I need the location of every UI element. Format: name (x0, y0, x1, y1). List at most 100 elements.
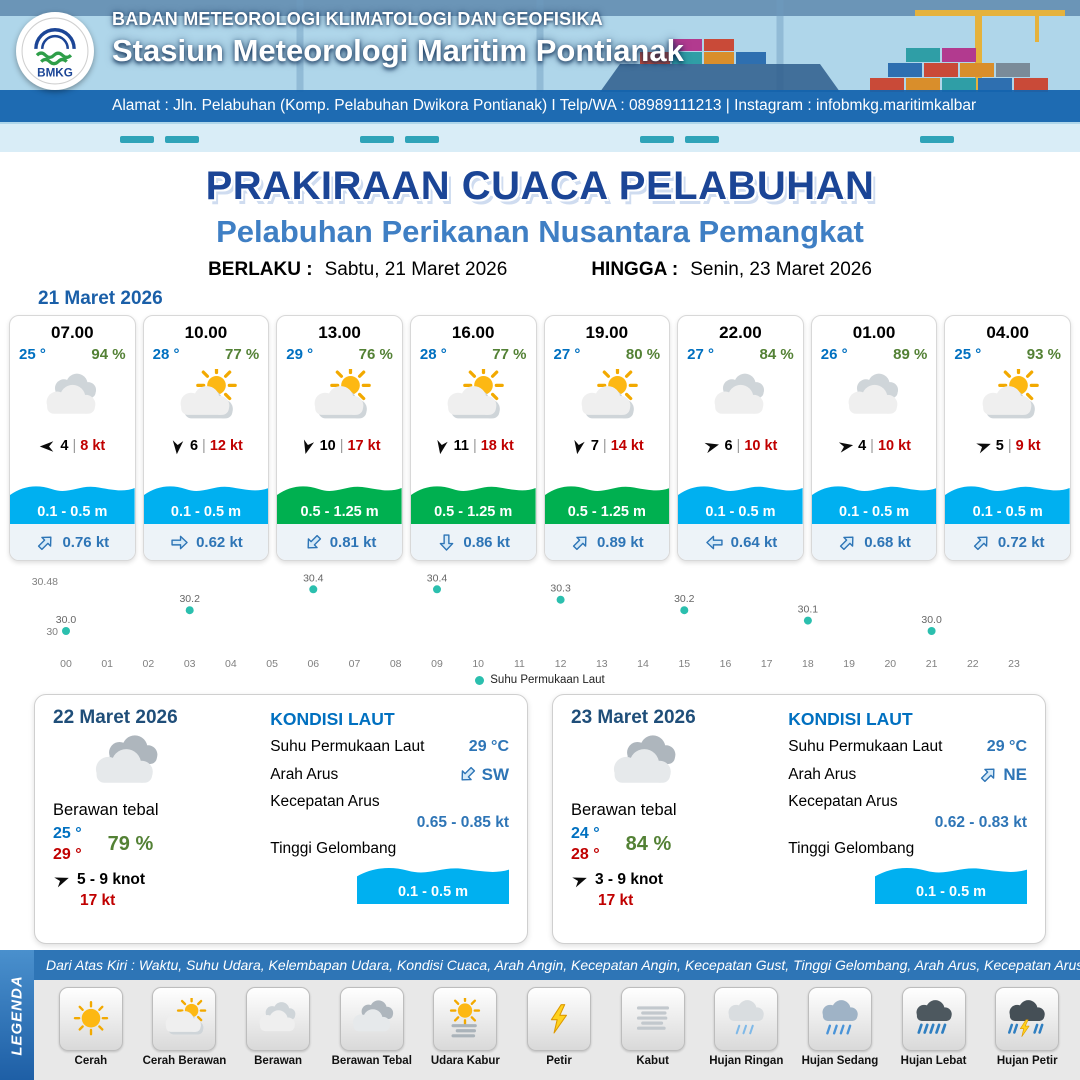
daily-summary-card: 22 Maret 2026 Berawan tebal 25 ° 29 ° 79 % 5 … (34, 694, 528, 944)
wave-height: 0.5 - 1.25 m (434, 504, 513, 520)
weather-icon-cerah-berawan (277, 363, 402, 431)
legend-item: Hujan Lebat (887, 987, 981, 1067)
svg-text:30.3: 30.3 (550, 583, 571, 595)
wave-height: 0.5 - 1.25 m (567, 504, 646, 520)
current-direction-arrow-icon (452, 760, 482, 790)
wind-info: 3 - 9 knot (571, 871, 776, 889)
wind-gust: 17 kt (80, 892, 116, 909)
svg-text:19: 19 (843, 658, 855, 670)
legend-icon-kabut (620, 987, 685, 1051)
humidity: 77 % (492, 346, 527, 363)
svg-text:30.1: 30.1 (798, 604, 819, 616)
wind-speed: 6 (724, 438, 733, 454)
temp-humidity-block: 24 ° 28 ° 84 % (571, 825, 776, 864)
separator: | (736, 438, 741, 454)
svg-text:22: 22 (967, 658, 979, 670)
svg-text:01: 01 (101, 658, 113, 670)
current-direction-arrow-icon (966, 527, 996, 557)
wind-direction-arrow-icon (568, 436, 588, 456)
humidity: 77 % (225, 346, 260, 363)
wind-direction-arrow-icon (569, 869, 591, 891)
temp-humidity-row: 27 ° 84 % (678, 343, 803, 363)
forecast-card: 10.00 28 ° 77 % 6 | 12 kt 0.1 - 0.5 m 0.62 kt (142, 315, 270, 561)
time-label: 01.00 (852, 323, 896, 342)
legend-item: Cerah (44, 987, 138, 1067)
current-speed: 0.62 kt (196, 533, 243, 551)
current-direction-arrow-icon (833, 527, 863, 557)
legend-item: Berawan (231, 987, 325, 1067)
legend-item: Hujan Sedang (793, 987, 887, 1067)
date-label: 22 Maret 2026 (53, 707, 178, 728)
current-direction-arrow-icon (704, 532, 725, 553)
wind-info: 10 | 17 kt (277, 431, 402, 461)
legend-item-label: Berawan Tebal (331, 1055, 412, 1067)
wind-info: 7 | 14 kt (545, 431, 670, 461)
wave-height-band: 0.5 - 1.25 m (410, 480, 536, 524)
wind-gust: 17 kt (347, 438, 381, 454)
header-text: BADAN METEOROLOGI KLIMATOLOGI DAN GEOFIS… (112, 9, 684, 69)
hourly-forecast-row: 07.00 25 ° 94 % 4 | 8 kt 0.1 - 0.5 m 0.76 kt 10.… (0, 315, 1080, 561)
svg-text:21: 21 (926, 658, 938, 670)
legend-icon-petir (527, 987, 592, 1051)
current-info: 0.68 kt (811, 524, 937, 560)
wave-height-band: 0.5 - 1.25 m (277, 480, 402, 524)
legend-item-label: Cerah Berawan (142, 1055, 227, 1067)
current-info: 0.62 kt (143, 524, 269, 560)
weather-icon-berawan (10, 363, 135, 431)
wind-range: 5 - 9 knot (77, 871, 146, 888)
separator: | (202, 438, 206, 454)
wind-direction-arrow-icon (836, 436, 856, 456)
legend-items: Cerah Cerah Berawan Berawan Berawan Tebal Ud… (0, 980, 1080, 1080)
separator: | (339, 438, 344, 454)
legend-item: Petir (512, 987, 606, 1067)
wave-height-value: 0.1 - 0.5 m (397, 884, 469, 900)
wind-speed: 4 (858, 438, 867, 454)
svg-text:30.4: 30.4 (303, 572, 324, 584)
humidity: 84 % (625, 833, 672, 855)
svg-text:23: 23 (1008, 658, 1020, 670)
port-name: Pelabuhan Perikanan Nusantara Pemangkat (216, 214, 864, 249)
legend-icon-berawan (246, 987, 311, 1051)
wave-height-band: 0.1 - 0.5 m (143, 480, 269, 524)
wind-direction-arrow-icon (702, 436, 723, 457)
wave-height-band: 0.5 - 1.25 m (544, 480, 670, 524)
wave-height: 0.5 - 1.25 m (300, 504, 379, 520)
wave-height-badge: 0.1 - 0.5 m (357, 862, 509, 904)
forecast-card: 19.00 27 ° 80 % 7 | 14 kt 0.5 - 1.25 m 0.89 kt (543, 315, 671, 561)
temp-humidity-row: 25 ° 94 % (10, 343, 135, 363)
time-label: 13.00 (318, 323, 361, 342)
current-info: 0.89 kt (544, 524, 670, 560)
svg-text:05: 05 (266, 658, 278, 670)
wind-speed: 6 (189, 438, 199, 454)
wind-gust: 12 kt (209, 438, 243, 454)
svg-text:15: 15 (678, 658, 690, 670)
legend-icon-cerah (58, 987, 123, 1051)
weather-icon-cerah-berawan (545, 363, 670, 431)
valid-until-value: Senin, 23 Maret 2026 (690, 259, 872, 280)
wave-height: 0.1 - 0.5 m (972, 504, 1043, 520)
wave-height: 0.1 - 0.5 m (170, 504, 241, 520)
legend-item: Kabut (606, 987, 700, 1067)
separator: | (870, 438, 874, 454)
wave-height: 0.1 - 0.5 m (37, 504, 108, 520)
terminal-benches (120, 136, 954, 143)
wind-direction-arrow-icon (431, 436, 451, 456)
wind-speed: 4 (60, 438, 69, 454)
current-info: 0.81 kt (277, 524, 402, 560)
chart-legend-dot (475, 675, 485, 685)
legend-title-strip: LEGENDA (0, 950, 34, 1080)
air-temperature: 27 ° (553, 346, 581, 363)
wind-speed: 11 (453, 438, 469, 454)
time-label: 22.00 (719, 323, 762, 342)
humidity: 79 % (107, 833, 154, 855)
current-speed: 0.89 kt (596, 533, 644, 551)
weather-icon-berawan (678, 363, 803, 431)
legend-footer: Dari Atas Kiri : Waktu, Suhu Udara, Kele… (0, 950, 1080, 1080)
svg-text:30.48: 30.48 (32, 576, 58, 588)
svg-text:BMKG: BMKG (37, 67, 73, 80)
sea-condition-column: KONDISI LAUT Suhu Permukaan Laut 29 °C Arah… (776, 707, 1027, 931)
wind-speed: 7 (590, 438, 599, 454)
header-banner: BMKG BADAN METEOROLOGI KLIMATOLOGI DAN G… (0, 0, 1080, 152)
separator: | (1007, 438, 1012, 454)
